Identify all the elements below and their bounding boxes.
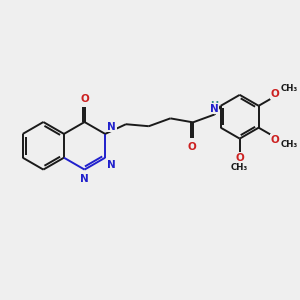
- Text: N: N: [80, 174, 89, 184]
- Text: O: O: [271, 135, 280, 145]
- Text: N: N: [107, 160, 116, 170]
- Text: O: O: [80, 94, 89, 104]
- Text: N: N: [107, 122, 116, 132]
- Text: CH₃: CH₃: [280, 140, 298, 149]
- Text: N: N: [210, 104, 219, 114]
- Text: O: O: [187, 142, 196, 152]
- Text: CH₃: CH₃: [231, 163, 248, 172]
- Text: O: O: [235, 153, 244, 163]
- Text: CH₃: CH₃: [280, 84, 298, 93]
- Text: H: H: [210, 101, 218, 111]
- Text: O: O: [271, 88, 280, 98]
